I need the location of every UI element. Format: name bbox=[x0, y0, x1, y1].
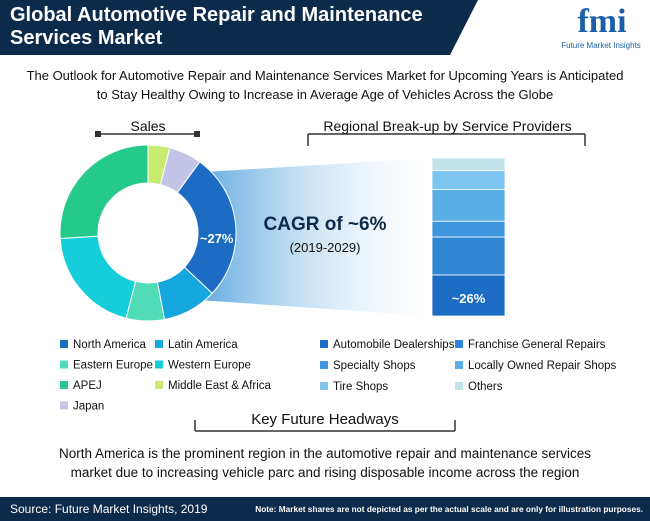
legend-label: Latin America bbox=[168, 339, 238, 351]
legend-swatch bbox=[455, 361, 463, 369]
legend-label: North America bbox=[73, 339, 146, 351]
legend-label: Middle East & Africa bbox=[168, 380, 272, 392]
legend-label: Franchise General Repairs bbox=[468, 339, 606, 351]
cagr-period: (2019-2029) bbox=[289, 240, 361, 255]
headways-title: Key Future Headways bbox=[251, 411, 399, 428]
funnel bbox=[198, 158, 432, 316]
value-label: ~26% bbox=[452, 291, 486, 306]
chart-title: Regional Break-up by Service Providers bbox=[323, 118, 572, 134]
subtitle: The Outlook for Automotive Repair and Ma… bbox=[26, 68, 624, 102]
legend-swatch bbox=[320, 361, 328, 369]
legend-label: Western Europe bbox=[168, 360, 251, 372]
legend-label: Specialty Shops bbox=[333, 360, 416, 372]
legend-label: Japan bbox=[73, 401, 104, 413]
donut-slice bbox=[159, 147, 201, 194]
legend-swatch bbox=[60, 360, 68, 369]
header-band bbox=[0, 0, 478, 55]
legend-swatch bbox=[60, 401, 68, 410]
rule-end bbox=[194, 131, 200, 137]
legend-label: Eastern Europe bbox=[73, 360, 153, 372]
legend-swatch bbox=[320, 382, 328, 390]
legend-swatch bbox=[60, 340, 68, 348]
bar-segment bbox=[431, 274, 506, 317]
charts: ~27% North America Latin America Eastern Eu… bbox=[59, 144, 617, 413]
footer-band bbox=[0, 497, 650, 521]
chart-title: Sales bbox=[130, 118, 166, 134]
bar-segment bbox=[431, 157, 506, 172]
legend-label: Automobile Dealerships bbox=[333, 339, 455, 351]
donut-slice bbox=[59, 235, 137, 319]
legend-swatch bbox=[320, 340, 328, 348]
legend-label: Others bbox=[468, 381, 503, 393]
legend-label: Locally Owned Repair Shops bbox=[468, 360, 617, 372]
legend-swatch bbox=[155, 381, 163, 389]
cagr: CAGR of ~6% bbox=[263, 214, 387, 235]
donut-slice bbox=[176, 161, 237, 294]
legend-swatch bbox=[155, 360, 163, 369]
legend-label: APEJ bbox=[73, 380, 102, 392]
bar-segment bbox=[431, 170, 506, 190]
legend-swatch bbox=[455, 382, 463, 390]
legend-swatch bbox=[60, 381, 68, 389]
donut-slice bbox=[59, 144, 149, 240]
rule-end bbox=[95, 131, 101, 137]
legend-swatch bbox=[155, 340, 163, 348]
logo-caption: Future Market Insights bbox=[561, 41, 641, 50]
headways-text: North America is the prominent region in… bbox=[58, 446, 592, 480]
bar-segment bbox=[431, 189, 506, 222]
bar-segment bbox=[431, 236, 506, 276]
logo: fmi bbox=[577, 3, 627, 40]
legend-label: Tire Shops bbox=[333, 381, 388, 393]
legend-swatch bbox=[455, 340, 463, 348]
bar-segment bbox=[431, 220, 506, 238]
header-title: Global Automotive Repair and Maintenance… bbox=[10, 4, 423, 49]
note: Note: Market shares are not depicted as … bbox=[255, 504, 643, 514]
value-label: ~27% bbox=[200, 231, 234, 246]
source: Source: Future Market Insights, 2019 bbox=[10, 502, 208, 516]
